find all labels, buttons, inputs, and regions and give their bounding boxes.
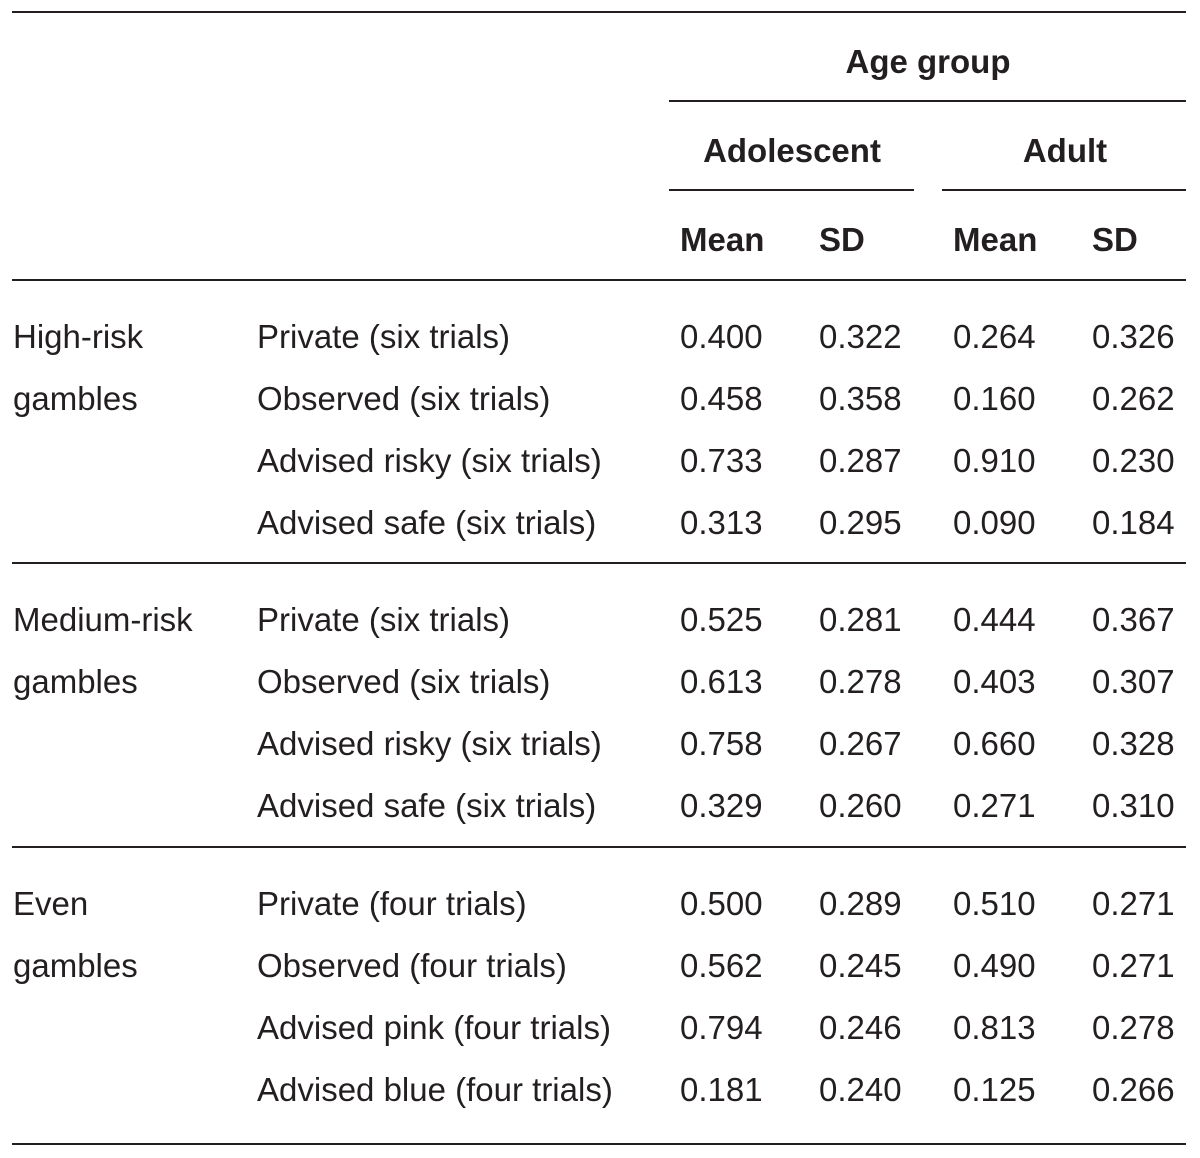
adult-sd-cell: 0.367 <box>1092 601 1175 638</box>
age-group-header: Age group <box>845 43 1011 80</box>
adolescent-mean-cell: 0.562 <box>680 947 763 984</box>
condition-cell: Private (six trials) <box>257 318 511 355</box>
adolescent-sd-cell: 0.278 <box>819 663 902 700</box>
adult-mean-cell: 0.444 <box>953 601 1036 638</box>
adult-mean-cell: 0.264 <box>953 318 1036 355</box>
adult-mean-header: Mean <box>953 221 1038 258</box>
adolescent-header: Adolescent <box>703 132 881 169</box>
adolescent-sd-cell: 0.240 <box>819 1071 902 1108</box>
condition-cell: Observed (four trials) <box>257 947 567 984</box>
adolescent-sd-cell: 0.358 <box>819 380 902 417</box>
group-label-line2: gambles <box>13 663 138 700</box>
adult-sd-cell: 0.278 <box>1092 1009 1175 1046</box>
adolescent-rule <box>669 189 914 191</box>
condition-cell: Advised safe (six trials) <box>257 787 597 824</box>
adult-sd-cell: 0.326 <box>1092 318 1175 355</box>
adolescent-mean-cell: 0.733 <box>680 442 763 479</box>
group-label-line1: High-risk <box>13 318 144 355</box>
adult-sd-cell: 0.310 <box>1092 787 1175 824</box>
adult-mean-cell: 0.271 <box>953 787 1036 824</box>
condition-cell: Advised blue (four trials) <box>257 1071 613 1108</box>
condition-cell: Private (four trials) <box>257 885 527 922</box>
adolescent-sd-cell: 0.289 <box>819 885 902 922</box>
condition-cell: Private (six trials) <box>257 601 511 638</box>
adolescent-sd-cell: 0.260 <box>819 787 902 824</box>
group-label-line1: Medium-risk <box>13 601 193 638</box>
adult-mean-cell: 0.125 <box>953 1071 1036 1108</box>
table-bottom-rule <box>12 1143 1186 1145</box>
condition-cell: Advised pink (four trials) <box>257 1009 611 1046</box>
table-top-rule <box>12 11 1186 13</box>
adult-mean-cell: 0.403 <box>953 663 1036 700</box>
adolescent-mean-cell: 0.758 <box>680 725 763 762</box>
group-divider-rule <box>12 846 1186 848</box>
adult-mean-cell: 0.910 <box>953 442 1036 479</box>
adult-mean-cell: 0.490 <box>953 947 1036 984</box>
condition-cell: Advised safe (six trials) <box>257 504 597 541</box>
adult-sd-cell: 0.230 <box>1092 442 1175 479</box>
adolescent-sd-cell: 0.246 <box>819 1009 902 1046</box>
adult-sd-cell: 0.262 <box>1092 380 1175 417</box>
adolescent-mean-header: Mean <box>680 221 765 258</box>
adolescent-mean-cell: 0.500 <box>680 885 763 922</box>
adult-mean-cell: 0.660 <box>953 725 1036 762</box>
adolescent-mean-cell: 0.400 <box>680 318 763 355</box>
adult-header: Adult <box>1022 132 1108 169</box>
adult-sd-cell: 0.266 <box>1092 1071 1175 1108</box>
adolescent-mean-cell: 0.181 <box>680 1071 763 1108</box>
condition-cell: Advised risky (six trials) <box>257 442 602 479</box>
adolescent-mean-cell: 0.313 <box>680 504 763 541</box>
adult-sd-cell: 0.328 <box>1092 725 1175 762</box>
adult-sd-cell: 0.184 <box>1092 504 1175 541</box>
adult-sd-cell: 0.307 <box>1092 663 1175 700</box>
adolescent-sd-cell: 0.287 <box>819 442 902 479</box>
adolescent-sd-cell: 0.245 <box>819 947 902 984</box>
adolescent-mean-cell: 0.458 <box>680 380 763 417</box>
group-label-line1: Even <box>13 885 89 922</box>
adult-mean-cell: 0.160 <box>953 380 1036 417</box>
adult-sd-header: SD <box>1092 221 1138 258</box>
group-divider-rule <box>12 562 1186 564</box>
adult-sd-cell: 0.271 <box>1092 947 1175 984</box>
adolescent-mean-cell: 0.613 <box>680 663 763 700</box>
adult-sd-cell: 0.271 <box>1092 885 1175 922</box>
adult-mean-cell: 0.090 <box>953 504 1036 541</box>
group-label-line2: gambles <box>13 947 138 984</box>
header-bottom-rule <box>12 279 1186 281</box>
adolescent-sd-cell: 0.295 <box>819 504 902 541</box>
adult-mean-cell: 0.510 <box>953 885 1036 922</box>
adult-mean-cell: 0.813 <box>953 1009 1036 1046</box>
adolescent-mean-cell: 0.525 <box>680 601 763 638</box>
adolescent-sd-header: SD <box>819 221 865 258</box>
adult-rule <box>942 189 1186 191</box>
group-label-line2: gambles <box>13 380 138 417</box>
condition-cell: Observed (six trials) <box>257 663 551 700</box>
age-group-rule <box>669 100 1186 102</box>
adolescent-sd-cell: 0.281 <box>819 601 902 638</box>
adolescent-sd-cell: 0.322 <box>819 318 902 355</box>
adolescent-sd-cell: 0.267 <box>819 725 902 762</box>
adolescent-mean-cell: 0.794 <box>680 1009 763 1046</box>
condition-cell: Observed (six trials) <box>257 380 551 417</box>
condition-cell: Advised risky (six trials) <box>257 725 602 762</box>
adolescent-mean-cell: 0.329 <box>680 787 763 824</box>
